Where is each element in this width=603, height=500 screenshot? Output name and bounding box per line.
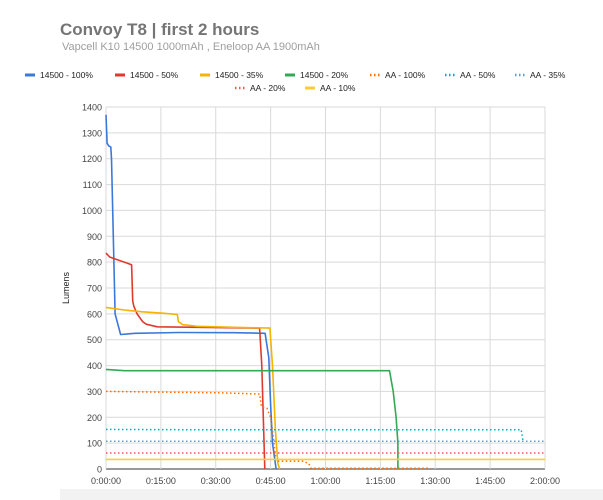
y-tick-label: 300	[87, 387, 102, 397]
legend-label: AA - 50%	[460, 70, 496, 80]
y-tick-label: 100	[87, 439, 102, 449]
legend-label: 14500 - 20%	[300, 70, 349, 80]
y-axis-label: Lumens	[61, 271, 71, 304]
series-line-5	[105, 428, 524, 441]
x-tick-label: 0:30:00	[201, 476, 231, 486]
x-tick-label: 1:15:00	[365, 476, 395, 486]
x-tick-label: 0:00:00	[91, 476, 121, 486]
y-tick-label: 600	[87, 309, 102, 319]
y-tick-label: 1200	[82, 154, 102, 164]
series-line-4	[105, 390, 428, 469]
bottom-strip	[60, 489, 603, 500]
y-tick-label: 1400	[82, 103, 102, 113]
x-tick-label: 0:15:00	[146, 476, 176, 486]
y-tick-label: 400	[87, 361, 102, 371]
x-tick-label: 2:00:00	[530, 476, 560, 486]
y-tick-label: 700	[87, 284, 102, 294]
x-tick-label: 1:00:00	[310, 476, 340, 486]
legend-label: 14500 - 100%	[40, 70, 93, 80]
y-tick-label: 0	[97, 465, 102, 475]
y-tick-label: 200	[87, 413, 102, 423]
legend-label: AA - 100%	[385, 70, 426, 80]
series-line-0	[105, 114, 277, 470]
y-tick-label: 1000	[82, 206, 102, 216]
chart-title: Convoy T8 | first 2 hours	[60, 20, 260, 39]
y-tick-label: 500	[87, 335, 102, 345]
y-tick-label: 1300	[82, 128, 102, 138]
series-line-2	[105, 306, 281, 470]
x-tick-label: 1:45:00	[475, 476, 505, 486]
y-tick-label: 800	[87, 258, 102, 268]
y-tick-label: 1100	[83, 180, 102, 190]
legend-label: AA - 20%	[250, 83, 286, 93]
chart-subtitle: Vapcell K10 14500 1000mAh , Eneloop AA 1…	[62, 41, 320, 53]
y-tick-label: 900	[87, 232, 102, 242]
x-tick-label: 1:30:00	[420, 476, 450, 486]
legend-label: AA - 35%	[530, 70, 566, 80]
series-line-3	[105, 368, 399, 469]
series-line-1	[105, 252, 266, 470]
legend-label: 14500 - 50%	[130, 70, 179, 80]
legend-label: AA - 10%	[320, 83, 356, 93]
legend-label: 14500 - 35%	[215, 70, 264, 80]
x-tick-label: 0:45:00	[256, 476, 286, 486]
